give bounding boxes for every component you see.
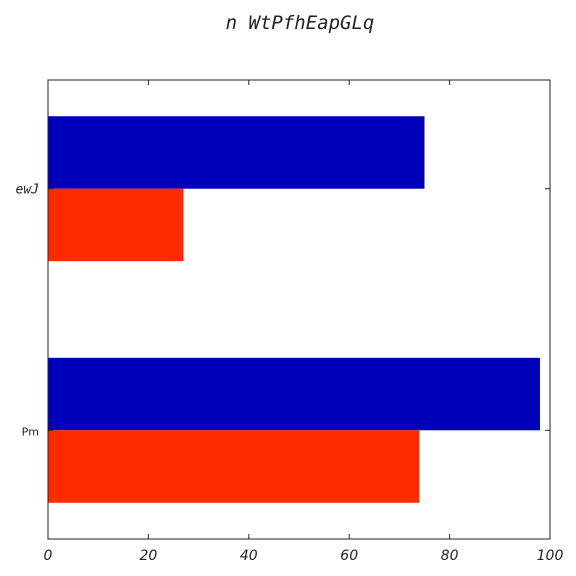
y-tick-label: Pm	[22, 425, 39, 438]
x-tick-label: 0	[44, 548, 53, 564]
bar-pm-series-1	[48, 357, 540, 431]
x-tick-label: 60	[340, 548, 358, 564]
y-tick-label: ewJ	[16, 183, 39, 198]
chart-title: n WtPfhEapGLq	[226, 12, 375, 34]
x-tick-label: 20	[139, 548, 157, 564]
bars-layer	[48, 116, 540, 503]
x-tick-label: 40	[240, 548, 258, 564]
bar-ewj-series-1	[48, 116, 425, 189]
plot-frame	[47, 79, 551, 540]
bar-ewj-series-2	[48, 188, 184, 262]
bar-pm-series-2	[48, 430, 420, 503]
labels-layer: ewJ Pm 0 20 40 60 80 100	[16, 183, 564, 564]
x-tick-label: 80	[441, 548, 459, 564]
x-tick-label: 100	[537, 548, 564, 564]
